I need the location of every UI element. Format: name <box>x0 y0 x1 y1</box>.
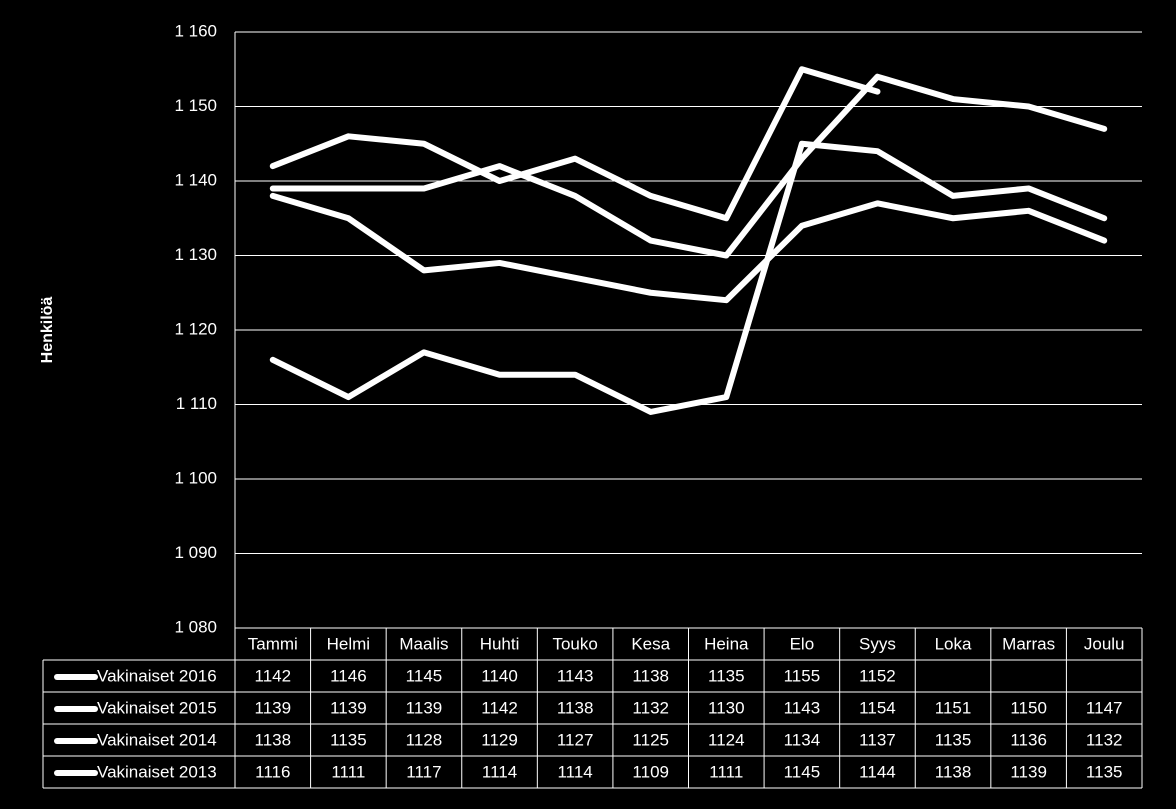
table-value: 1143 <box>557 666 594 685</box>
x-tick-label: Kesa <box>631 634 670 653</box>
table-value: 1134 <box>784 730 821 749</box>
x-tick-label: Heina <box>704 634 749 653</box>
table-value: 1146 <box>330 666 367 685</box>
x-tick-label: Tammi <box>248 634 298 653</box>
table-value: 1145 <box>406 666 443 685</box>
table-value: 1114 <box>482 762 517 781</box>
table-value: 1114 <box>557 762 592 781</box>
table-value: 1150 <box>1010 698 1047 717</box>
table-value: 1138 <box>557 698 594 717</box>
table-value: 1129 <box>481 730 518 749</box>
table-value: 1135 <box>330 730 367 749</box>
table-value: 1147 <box>1086 698 1123 717</box>
table-value: 1111 <box>331 762 365 781</box>
x-tick-label: Helmi <box>327 634 370 653</box>
table-value: 1124 <box>708 730 745 749</box>
legend-label: Vakinaiset 2013 <box>97 762 217 781</box>
y-tick-label: 1 090 <box>174 543 217 562</box>
table-value: 1132 <box>1086 730 1123 749</box>
table-value: 1138 <box>935 762 972 781</box>
x-tick-label: Syys <box>859 634 896 653</box>
table-value: 1145 <box>784 762 821 781</box>
table-value: 1139 <box>330 698 367 717</box>
table-value: 1117 <box>406 762 441 781</box>
table-value: 1130 <box>708 698 745 717</box>
table-value: 1142 <box>255 666 292 685</box>
table-value: 1137 <box>859 730 896 749</box>
series-line <box>269 192 1108 304</box>
legend-label: Vakinaiset 2014 <box>97 730 217 749</box>
x-tick-label: Huhti <box>480 634 520 653</box>
table-value: 1151 <box>935 698 972 717</box>
x-tick-label: Maalis <box>399 634 448 653</box>
y-tick-label: 1 150 <box>174 96 217 115</box>
legend-label: Vakinaiset 2016 <box>97 666 217 685</box>
x-tick-label: Joulu <box>1084 634 1125 653</box>
x-tick-label: Elo <box>790 634 815 653</box>
table-value: 1139 <box>1010 762 1047 781</box>
table-value: 1125 <box>632 730 669 749</box>
table-value: 1152 <box>859 666 896 685</box>
table-value: 1139 <box>406 698 443 717</box>
table-value: 1154 <box>859 698 896 717</box>
table-value: 1135 <box>708 666 745 685</box>
table-value: 1144 <box>859 762 896 781</box>
table-value: 1135 <box>935 730 972 749</box>
y-axis-label: Henkilöä <box>39 297 56 364</box>
x-tick-label: Loka <box>935 634 972 653</box>
x-tick-label: Marras <box>1002 634 1055 653</box>
y-tick-label: 1 160 <box>174 21 217 40</box>
table-value: 1109 <box>632 762 669 781</box>
legend-label: Vakinaiset 2015 <box>97 698 217 717</box>
y-tick-label: 1 110 <box>176 394 217 413</box>
table-value: 1136 <box>1010 730 1047 749</box>
table-value: 1127 <box>557 730 594 749</box>
table-value: 1135 <box>1086 762 1123 781</box>
table-value: 1142 <box>481 698 518 717</box>
table-value: 1139 <box>255 698 292 717</box>
table-value: 1143 <box>784 698 821 717</box>
table-value: 1116 <box>255 762 290 781</box>
y-tick-label: 1 130 <box>174 245 217 264</box>
table-value: 1155 <box>784 666 821 685</box>
table-value: 1138 <box>632 666 669 685</box>
table-value: 1128 <box>406 730 443 749</box>
y-tick-label: 1 120 <box>174 319 217 338</box>
y-tick-label: 1 140 <box>174 170 217 189</box>
y-tick-label: 1 080 <box>174 617 217 636</box>
table-value: 1140 <box>481 666 518 685</box>
x-tick-label: Touko <box>552 634 597 653</box>
series-line <box>269 73 1108 259</box>
series-line <box>269 66 881 222</box>
series-line <box>269 140 1108 415</box>
table-value: 1138 <box>255 730 292 749</box>
table-value: 1132 <box>632 698 669 717</box>
table-value: 1111 <box>709 762 743 781</box>
y-tick-label: 1 100 <box>174 468 217 487</box>
